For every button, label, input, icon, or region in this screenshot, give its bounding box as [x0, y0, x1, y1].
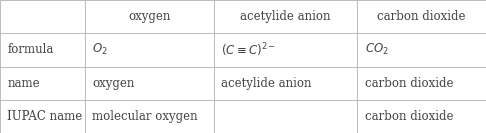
Text: acetylide anion: acetylide anion: [221, 77, 312, 90]
Text: carbon dioxide: carbon dioxide: [364, 77, 453, 90]
Text: name: name: [7, 77, 40, 90]
Text: molecular oxygen: molecular oxygen: [92, 110, 198, 123]
Text: $CO_2$: $CO_2$: [364, 42, 388, 57]
Text: $(C{\equiv}C)^{2-}$: $(C{\equiv}C)^{2-}$: [221, 41, 276, 59]
Text: oxygen: oxygen: [128, 10, 171, 23]
Text: IUPAC name: IUPAC name: [7, 110, 83, 123]
Text: $O_2$: $O_2$: [92, 42, 108, 57]
Text: formula: formula: [7, 43, 53, 56]
Text: carbon dioxide: carbon dioxide: [364, 110, 453, 123]
Text: carbon dioxide: carbon dioxide: [377, 10, 466, 23]
Text: oxygen: oxygen: [92, 77, 135, 90]
Text: acetylide anion: acetylide anion: [240, 10, 331, 23]
